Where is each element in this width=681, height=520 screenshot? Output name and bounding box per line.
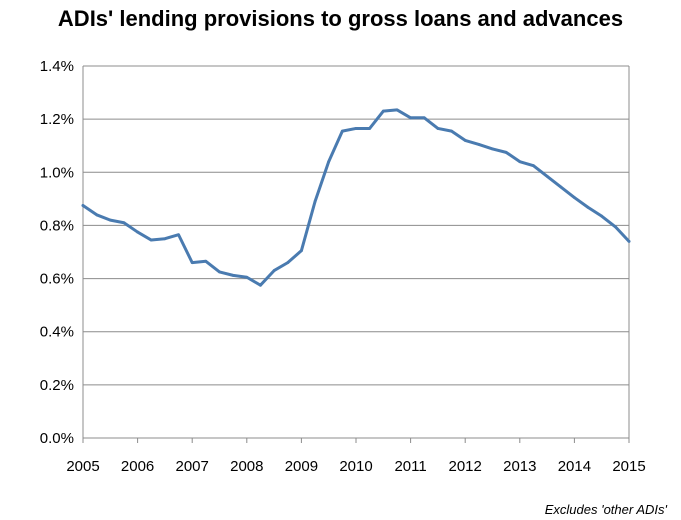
line-chart: 0.0%0.2%0.4%0.6%0.8%1.0%1.2%1.4% 2005 200… <box>40 58 646 475</box>
data-point <box>627 239 631 243</box>
data-point <box>190 261 194 265</box>
data-point <box>395 108 399 112</box>
data-point <box>559 185 563 189</box>
data-point <box>313 200 317 203</box>
y-tick-labels: 0.0% 0.2% 0.4% 0.6% 0.8% 1.0% 1.2% 1.4% <box>40 58 74 447</box>
data-point <box>573 196 576 199</box>
data-point <box>450 129 453 133</box>
chart-footnote: Excludes 'other ADIs' <box>544 502 667 517</box>
data-point <box>422 116 426 120</box>
y-tick-label: 1.2% <box>40 111 74 128</box>
data-point <box>532 164 535 168</box>
data-point <box>286 261 290 265</box>
x-tick-label: 2005 <box>66 458 99 475</box>
x-tick-label: 2011 <box>394 458 426 475</box>
x-tick-label: 2012 <box>449 458 482 475</box>
y-tick-label: 0.0% <box>40 430 74 447</box>
data-point <box>409 116 412 120</box>
data-point <box>122 221 126 225</box>
data-point <box>477 142 481 146</box>
data-point <box>81 204 85 207</box>
series-layer <box>81 108 631 287</box>
x-tick-label: 2015 <box>612 458 645 475</box>
data-point <box>218 270 221 274</box>
chart-title: ADIs' lending provisions to gross loans … <box>57 6 624 31</box>
data-point <box>463 139 467 142</box>
series-line <box>81 108 631 287</box>
data-point <box>340 129 344 133</box>
y-tick-label: 0.4% <box>40 324 74 341</box>
data-point <box>204 259 208 263</box>
data-point <box>108 218 112 222</box>
y-tick-label: 0.6% <box>40 271 74 288</box>
data-point <box>259 283 262 287</box>
data-point <box>518 160 522 164</box>
data-point <box>613 225 617 229</box>
data-point <box>586 205 590 209</box>
data-point <box>381 109 385 113</box>
data-point <box>436 127 440 130</box>
x-tick-label: 2014 <box>558 458 591 475</box>
data-point <box>149 238 153 242</box>
y-tick-label: 1.4% <box>40 58 74 75</box>
y-tick-label: 0.2% <box>40 377 74 394</box>
data-point <box>245 275 249 279</box>
data-point <box>272 269 276 272</box>
x-tick-labels: 2005 2006 2007 2008 2009 2010 2011 2012 2013 2014… <box>66 458 645 475</box>
y-tick-label: 0.8% <box>40 217 74 234</box>
gridlines <box>83 65 629 386</box>
data-point <box>368 127 372 130</box>
x-tick-label: 2010 <box>339 458 372 475</box>
data-point <box>327 160 331 164</box>
y-tick-label: 1.0% <box>40 164 74 181</box>
data-point <box>300 249 303 253</box>
data-point <box>504 150 508 154</box>
data-point <box>600 214 604 218</box>
data-point <box>163 237 167 241</box>
data-point <box>491 147 494 151</box>
x-tick-label: 2007 <box>176 458 209 475</box>
data-point <box>354 127 358 130</box>
data-point <box>136 230 140 234</box>
x-tick-label: 2013 <box>503 458 536 475</box>
data-point <box>231 273 235 277</box>
data-point <box>177 233 180 237</box>
x-tick-label: 2008 <box>230 458 263 475</box>
data-point <box>545 174 549 178</box>
x-tick-label: 2009 <box>285 458 318 475</box>
data-point <box>95 213 99 217</box>
axes <box>82 66 630 443</box>
x-tick-label: 2006 <box>121 458 154 475</box>
